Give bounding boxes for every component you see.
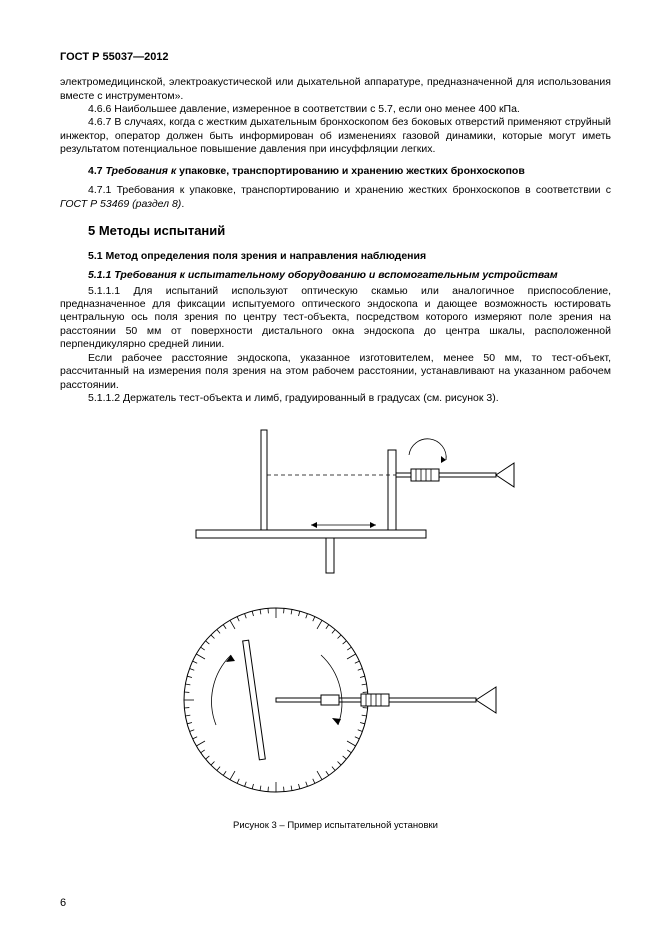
heading-5: 5 Методы испытаний [88,223,611,240]
paragraph-intro: электромедицинской, электроакустической … [60,76,611,103]
heading-51: 5.1 Метод определения поля зрения и напр… [60,250,611,263]
heading-47: 4.7 Требования к упаковке, транспортиров… [60,165,611,178]
paragraph-5111: 5.1.1.1 Для испытаний используют оптичес… [60,285,611,352]
figure-top-apparatus [156,415,516,580]
figure-bottom-limb [156,595,516,810]
page-number: 6 [60,896,66,910]
paragraph-471: 4.7.1 Требования к упаковке, транспортир… [60,184,611,211]
paragraph-467: 4.6.7 В случаях, когда с жестким дыхател… [60,116,611,156]
paragraph-working-distance: Если рабочее расстояние эндоскопа, указа… [60,352,611,392]
paragraph-5112: 5.1.1.2 Держатель тест-объекта и лимб, г… [60,392,611,405]
paragraph-466: 4.6.6 Наибольшее давление, измеренное в … [60,103,611,116]
figure-caption: Рисунок 3 – Пример испытательной установ… [60,820,611,832]
heading-511: 5.1.1 Требования к испытательному оборуд… [60,269,611,282]
doc-header: ГОСТ Р 55037—2012 [60,50,611,64]
